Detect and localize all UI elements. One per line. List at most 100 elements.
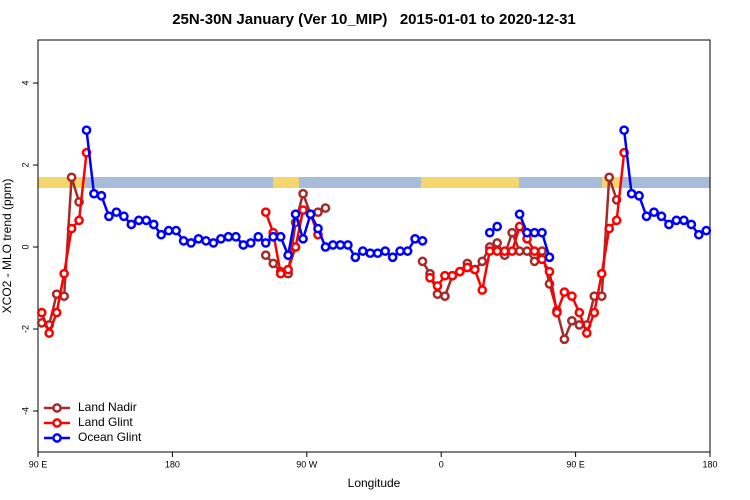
data-point [290, 209, 301, 220]
data-point [216, 233, 226, 244]
ocean-strip [38, 177, 710, 188]
data-point [574, 307, 585, 318]
data-point [148, 219, 159, 230]
data-point [537, 246, 547, 256]
y-axis-label: XCO2 - MLO trend (ppm) [0, 179, 14, 314]
data-point [51, 307, 62, 318]
data-point [260, 238, 271, 248]
data-point [245, 238, 256, 248]
legend-label: Land Glint [78, 415, 133, 429]
data-point [537, 254, 547, 265]
data-point [537, 227, 547, 238]
data-point [387, 252, 398, 263]
data-point [201, 236, 211, 246]
legend-marker [52, 418, 62, 428]
data-point [320, 242, 331, 252]
data-point [462, 262, 473, 273]
data-point [686, 219, 697, 230]
data-point [649, 207, 659, 218]
data-point [679, 215, 689, 226]
data-point [559, 287, 570, 297]
data-point [44, 328, 55, 338]
data-point [440, 291, 450, 302]
data-point [335, 240, 346, 250]
data-point [275, 268, 286, 279]
chart-title: 25N-30N January (Ver 10_MIP) 2015-01-01 … [172, 11, 576, 28]
data-point [350, 252, 361, 263]
data-point [238, 240, 249, 250]
data-point [96, 190, 107, 201]
land-strip [38, 177, 85, 188]
data-point [141, 215, 152, 226]
data-point [320, 203, 331, 213]
data-point [641, 211, 652, 222]
y-tick-label: 0 [20, 245, 30, 250]
data-point [298, 233, 308, 244]
data-point [499, 246, 510, 256]
data-point [305, 209, 316, 220]
x-tick-label: 0 [439, 459, 444, 469]
data-point [133, 215, 144, 226]
x-tick-label: 180 [702, 459, 717, 469]
data-point [402, 246, 413, 256]
data-point [656, 211, 667, 222]
data-point [104, 211, 114, 222]
data-point [440, 270, 450, 281]
data-point [514, 221, 525, 232]
data-point [81, 125, 92, 136]
data-point [589, 307, 600, 318]
data-point [484, 246, 495, 256]
legend-marker [52, 433, 62, 443]
data-point [604, 172, 615, 183]
data-point [357, 246, 368, 256]
data-point [66, 172, 77, 183]
data-point [567, 315, 577, 326]
data-point [268, 231, 279, 242]
land-strip [273, 177, 299, 188]
data-point [529, 256, 540, 267]
data-point [178, 236, 189, 246]
data-point [514, 246, 525, 256]
data-point [626, 188, 637, 199]
data-point [484, 227, 495, 238]
data-point [701, 225, 712, 236]
data-point [111, 207, 122, 218]
legend-label: Ocean Glint [78, 430, 142, 444]
data-point [59, 291, 69, 302]
data-point [581, 328, 592, 338]
data-point [492, 221, 503, 232]
data-point [365, 248, 376, 259]
land-strip [421, 177, 519, 188]
data-point [611, 215, 622, 226]
data-point [492, 238, 503, 248]
series-line [85, 130, 707, 260]
data-point [260, 250, 271, 261]
data-point [283, 250, 293, 261]
data-point [417, 256, 428, 267]
series-line [41, 176, 618, 344]
data-point [260, 207, 271, 218]
data-point [36, 307, 47, 318]
x-axis-label: Longitude [348, 476, 401, 490]
data-point [208, 238, 219, 248]
data-point [126, 219, 137, 230]
y-tick-label: 4 [20, 81, 30, 86]
x-tick-label: 90 E [566, 459, 585, 469]
plot-frame [37, 39, 711, 453]
data-point [186, 238, 196, 248]
y-tick-label: -4 [20, 407, 30, 415]
data-point [507, 246, 517, 256]
data-point [74, 215, 84, 226]
data-point [596, 291, 607, 302]
data-point [544, 266, 555, 277]
legend-marker [52, 403, 62, 413]
data-point [529, 246, 540, 256]
x-tick-label: 90 W [296, 459, 318, 469]
data-point [313, 207, 323, 218]
data-point [290, 242, 301, 252]
data-point [425, 272, 435, 283]
data-point [492, 246, 503, 256]
data-point [477, 285, 488, 295]
